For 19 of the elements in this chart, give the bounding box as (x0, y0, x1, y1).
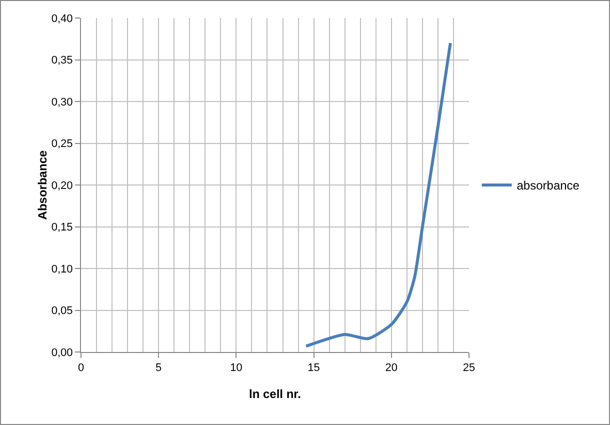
y-tick-label: 0,30 (51, 96, 73, 108)
y-tick-label: 0,00 (51, 346, 73, 359)
x-axis-title: ln cell nr. (248, 387, 302, 401)
y-tick-label: 0,20 (51, 180, 73, 192)
line-series (304, 42, 452, 348)
y-tick-label: 0,05 (51, 305, 73, 318)
x-tick-label: 15 (308, 362, 320, 374)
y-axis-title: Absorbance (35, 150, 50, 220)
x-tick-label: 20 (385, 362, 398, 374)
x-tick-label: 10 (230, 362, 242, 374)
x-tick-label: 5 (156, 362, 162, 374)
y-tick-label: 0,40 (51, 12, 73, 25)
y-tick-label: 0,25 (51, 138, 73, 150)
y-tick-label: 0,15 (51, 222, 73, 234)
legend-label: absorbance (516, 178, 580, 193)
x-tick-label: 25 (462, 362, 476, 374)
y-tick-label: 0,35 (51, 54, 73, 67)
y-tick-label: 0,10 (51, 263, 73, 276)
x-tick-label: 0 (78, 362, 84, 374)
